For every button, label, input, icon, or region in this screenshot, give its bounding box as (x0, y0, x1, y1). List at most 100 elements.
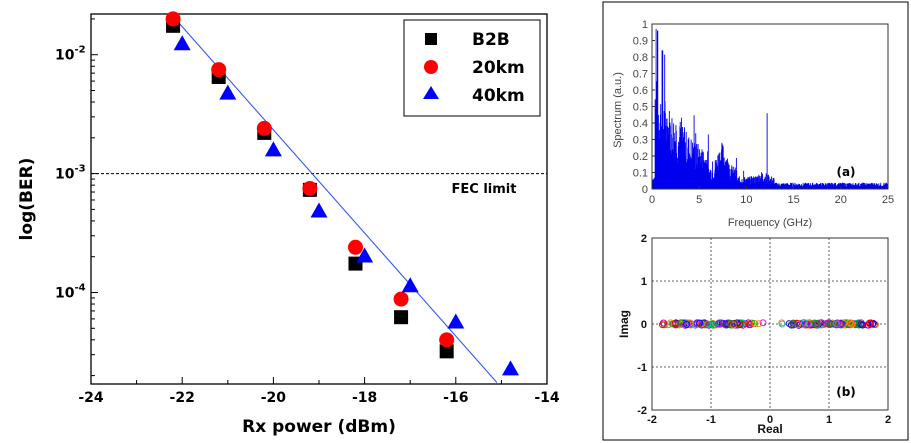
constellation-point (807, 321, 815, 329)
constellation-point (730, 319, 738, 327)
constellation-x-tick-label: -1 (706, 414, 716, 426)
data-point-40km (219, 84, 237, 100)
legend-marker-b2b (425, 33, 437, 45)
data-point-20km (393, 291, 409, 307)
legend-label-20km: 20km (472, 58, 525, 78)
constellation-x-axis-title: Real (757, 422, 782, 436)
data-point-40km (502, 360, 520, 376)
ber-x-tick-label: -24 (78, 390, 104, 406)
spectrum-x-tick-label: 10 (740, 194, 752, 206)
data-point-40km (447, 313, 465, 329)
spectrum-x-axis-title: Frequency (GHz) (728, 217, 812, 229)
constellation-point (759, 319, 767, 327)
ber-x-tick-label: -16 (443, 390, 468, 406)
legend-marker-20km (424, 60, 438, 74)
constellation-y-tick-label: -2 (637, 405, 647, 417)
fec-limit-label: FEC limit (452, 182, 517, 197)
constellation-point (846, 319, 854, 327)
constellation-x-tick-label: -2 (647, 414, 657, 426)
constellation-point (708, 320, 716, 328)
constellation-y-ticks: -2 -1 0 1 2 (637, 233, 647, 417)
constellation-point (748, 319, 756, 327)
fit-line (172, 16, 498, 383)
data-point-b2b (439, 344, 454, 359)
legend-marker-40km (423, 86, 439, 99)
ber-y-tick-label: 10-4 (55, 283, 86, 302)
spectrum-y-tick-label: 0.8 (633, 52, 648, 64)
data-point-40km (356, 247, 374, 263)
constellation-point (778, 320, 786, 328)
constellation-point (715, 320, 723, 328)
constellation-point (800, 319, 808, 327)
constellation-point (790, 321, 798, 329)
constellation-point (659, 319, 667, 327)
constellation-point (866, 320, 873, 328)
ber-x-ticks: -24 -22 -20 -18 -16 -14 (78, 377, 560, 406)
spectrum-y-tick-label: 0.4 (633, 118, 648, 130)
spectrum-y-ticks: 0 0.1 0.2 0.3 0.4 0.5 0.6 0.7 0.8 0.9 1 (633, 19, 655, 196)
data-point-40km (310, 202, 328, 218)
constellation-point (682, 320, 690, 328)
constellation-point (746, 321, 754, 329)
spectrum-chart: 0 0.1 0.2 0.3 0.4 0.5 0.6 0.7 0.8 0.9 1 0 5 10 15 20 25… (612, 19, 894, 229)
constellation-x-tick-label: 2 (885, 414, 891, 426)
legend-label-b2b: B2B (472, 30, 510, 50)
data-point-40km (401, 277, 419, 293)
data-point-40km (264, 141, 282, 157)
data-point-20km (439, 332, 455, 348)
spectrum-y-tick-label: 0.3 (633, 135, 648, 147)
constellation-y-tick-label: 2 (641, 233, 647, 245)
constellation-point (686, 319, 694, 327)
constellation-point (811, 319, 819, 327)
spectrum-x-tick-label: 5 (696, 194, 702, 206)
constellation-point (658, 321, 666, 329)
constellation-point (696, 319, 704, 327)
spectrum-x-tick-label: 20 (835, 194, 847, 206)
spectrum-y-tick-label: 0.2 (633, 151, 648, 163)
spectrum-y-axis-title: Spectrum (a.u.) (612, 72, 624, 148)
constellation-point (723, 321, 731, 329)
ber-x-tick-label: -14 (534, 390, 560, 406)
constellation-point (867, 319, 875, 327)
constellation-point (834, 319, 842, 327)
spectrum-y-tick-label: 0.6 (633, 85, 648, 97)
spectrum-x-ticks: 0 5 10 15 20 25 (649, 186, 894, 206)
ber-legend: B2B 20km 40km (403, 19, 541, 117)
panel-label-a: (a) (836, 165, 855, 179)
constellation-point (823, 320, 831, 327)
constellation-point (719, 319, 727, 327)
data-point-b2b (394, 310, 409, 325)
constellation-point (751, 320, 759, 328)
constellation-y-tick-label: 1 (641, 276, 647, 288)
ber-chart: 10-2 10-3 10-4 -24 -22 -20 -18 -16 -14 FEC limi… (17, 11, 560, 437)
constellation-point (710, 321, 718, 329)
ber-y-axis-title: log(BER) (17, 158, 37, 241)
spectrum-y-tick-label: 1 (642, 19, 648, 31)
constellation-x-ticks: -2 -1 0 1 2 (647, 414, 891, 426)
ber-y-tick-exponent: -4 (74, 283, 85, 294)
ber-y-tick-exponent: -3 (74, 164, 85, 175)
constellation-points (658, 319, 880, 329)
ber-x-tick-label: -20 (261, 390, 287, 406)
ber-data-marks (165, 11, 520, 376)
spectrum-y-tick-label: 0.1 (633, 168, 648, 180)
legend-label-40km: 40km (472, 86, 525, 106)
ber-y-tick-exponent: -2 (74, 45, 85, 56)
spectrum-x-tick-label: 25 (882, 194, 894, 206)
data-point-20km (256, 120, 272, 136)
constellation-point (794, 321, 802, 329)
ber-y-tick-label: 10-3 (55, 164, 86, 183)
constellation-x-tick-label: 0 (767, 414, 773, 426)
spectrum-y-tick-label: 0 (642, 184, 648, 196)
constellation-point (733, 319, 741, 327)
data-point-20km (165, 11, 181, 27)
data-point-20km (302, 180, 318, 196)
ber-y-tick-label: 10-2 (55, 45, 86, 64)
constellation-point (796, 320, 804, 328)
data-point-20km (211, 62, 227, 78)
constellation-point (869, 320, 877, 328)
data-point-40km (173, 35, 191, 51)
constellation-y-axis-title: Imag (617, 310, 631, 338)
spectrum-y-tick-label: 0.9 (633, 36, 648, 48)
